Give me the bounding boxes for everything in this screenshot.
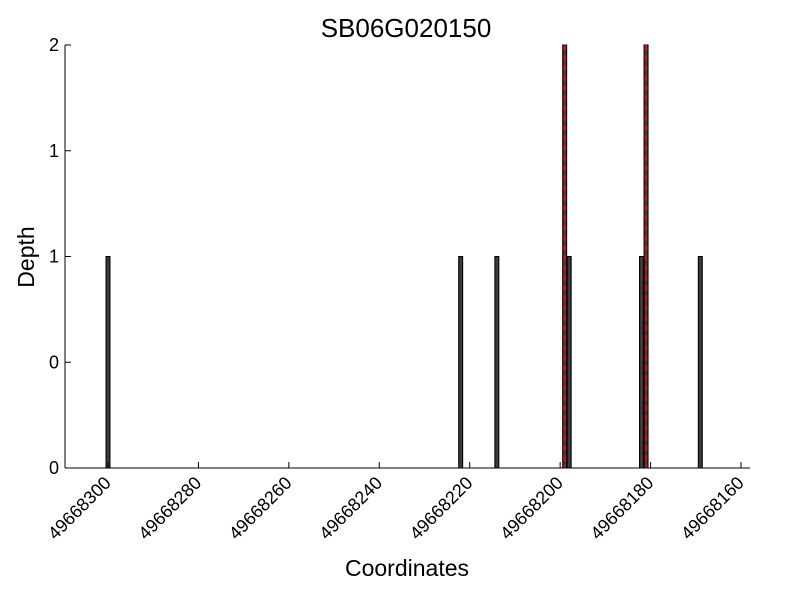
bar: [697, 256, 703, 469]
y-tick-label: 1: [49, 247, 59, 267]
x-tick-label: 49668200: [496, 473, 567, 544]
y-tick-label: 1: [49, 141, 59, 161]
x-axis-title: Coordinates: [345, 555, 469, 581]
bar: [494, 256, 500, 469]
bars-layer: [105, 44, 703, 469]
y-tick-label: 2: [49, 35, 59, 55]
x-tick-label: 49668300: [44, 473, 115, 544]
x-ticks-layer: 49668300 49668280 49668260 49668240 49668220…: [44, 462, 748, 543]
y-ticks-layer: 0 0 1 1 2: [49, 35, 71, 478]
x-tick-label: 49668220: [406, 473, 477, 544]
highlight-lines-layer: [563, 45, 648, 468]
bar: [566, 256, 572, 469]
x-tick-label: 49668240: [315, 473, 386, 544]
x-tick-label: 49668260: [225, 473, 296, 544]
x-tick-label: 49668280: [134, 473, 205, 544]
bar: [458, 256, 464, 469]
y-axis-title: Depth: [13, 226, 39, 287]
bar: [105, 256, 111, 469]
chart-title: SB06G020150: [321, 13, 492, 43]
x-tick-label: 49668180: [587, 473, 658, 544]
bar: [639, 256, 645, 469]
x-tick-label: 49668160: [677, 473, 748, 544]
y-tick-label: 0: [49, 458, 59, 478]
y-tick-label: 0: [49, 352, 59, 372]
